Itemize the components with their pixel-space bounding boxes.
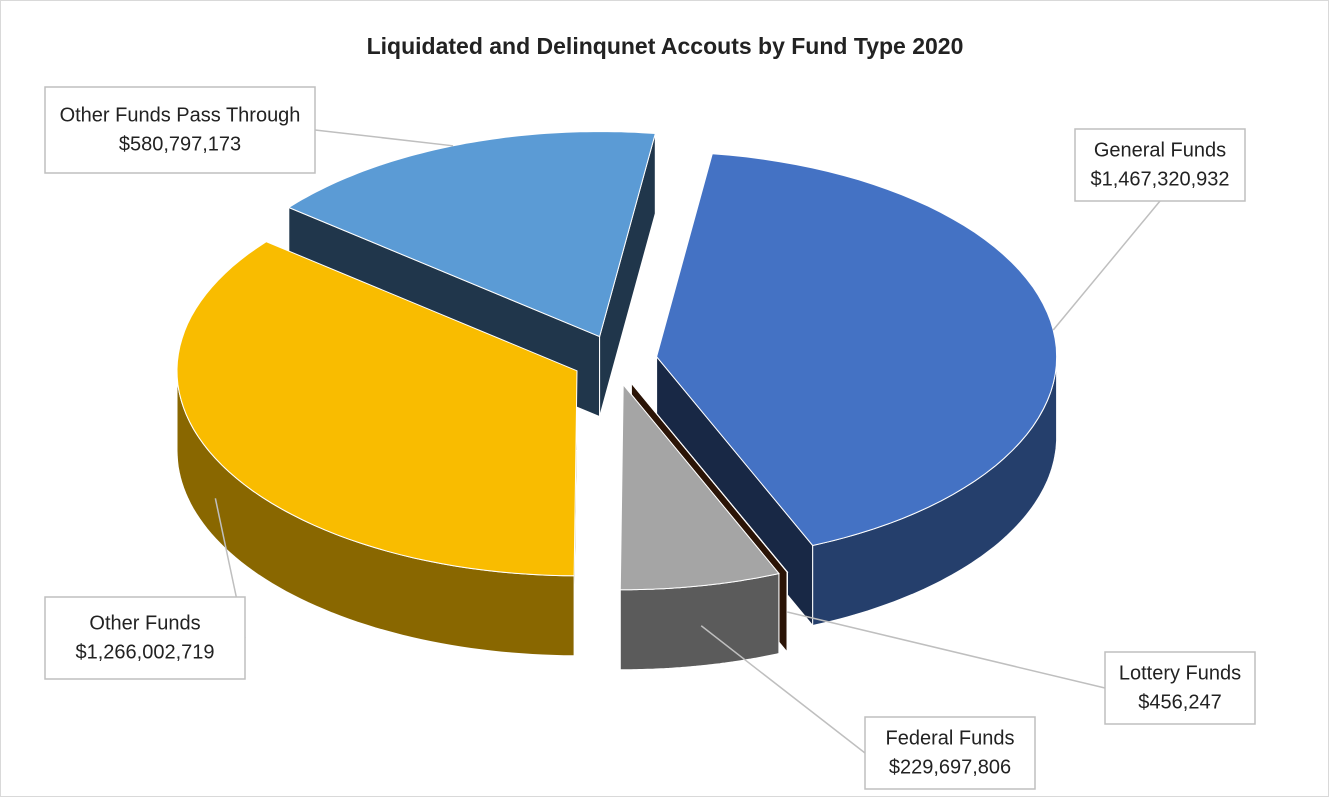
- label-box: [1104, 651, 1256, 725]
- slice-label: General Funds: [1094, 139, 1226, 161]
- slice: [619, 383, 780, 591]
- slice-label: Other Funds Pass Through: [60, 104, 301, 126]
- leader-line: [1052, 200, 1161, 331]
- slice-label: Federal Funds: [886, 727, 1015, 749]
- slice-label: Other Funds: [89, 612, 200, 634]
- label-box: [44, 86, 316, 174]
- label-box: [864, 716, 1036, 790]
- label-box: [1074, 128, 1246, 202]
- slice: [176, 241, 578, 577]
- slice-value: $229,697,806: [889, 756, 1011, 778]
- label-box: [44, 596, 246, 680]
- slice-value: $1,467,320,932: [1090, 168, 1229, 190]
- slice-value: $1,266,002,719: [75, 641, 214, 663]
- slice-value: $580,797,173: [119, 133, 241, 155]
- slice-label: Lottery Funds: [1119, 662, 1241, 684]
- slice-value: $456,247: [1138, 691, 1221, 713]
- slice: [631, 382, 789, 573]
- leader-line: [787, 611, 1106, 689]
- leader-line: [314, 129, 454, 147]
- slice: [656, 153, 1058, 547]
- leader-line: [700, 625, 866, 754]
- chart-title: Liquidated and Delinqunet Accouts by Fun…: [367, 33, 964, 59]
